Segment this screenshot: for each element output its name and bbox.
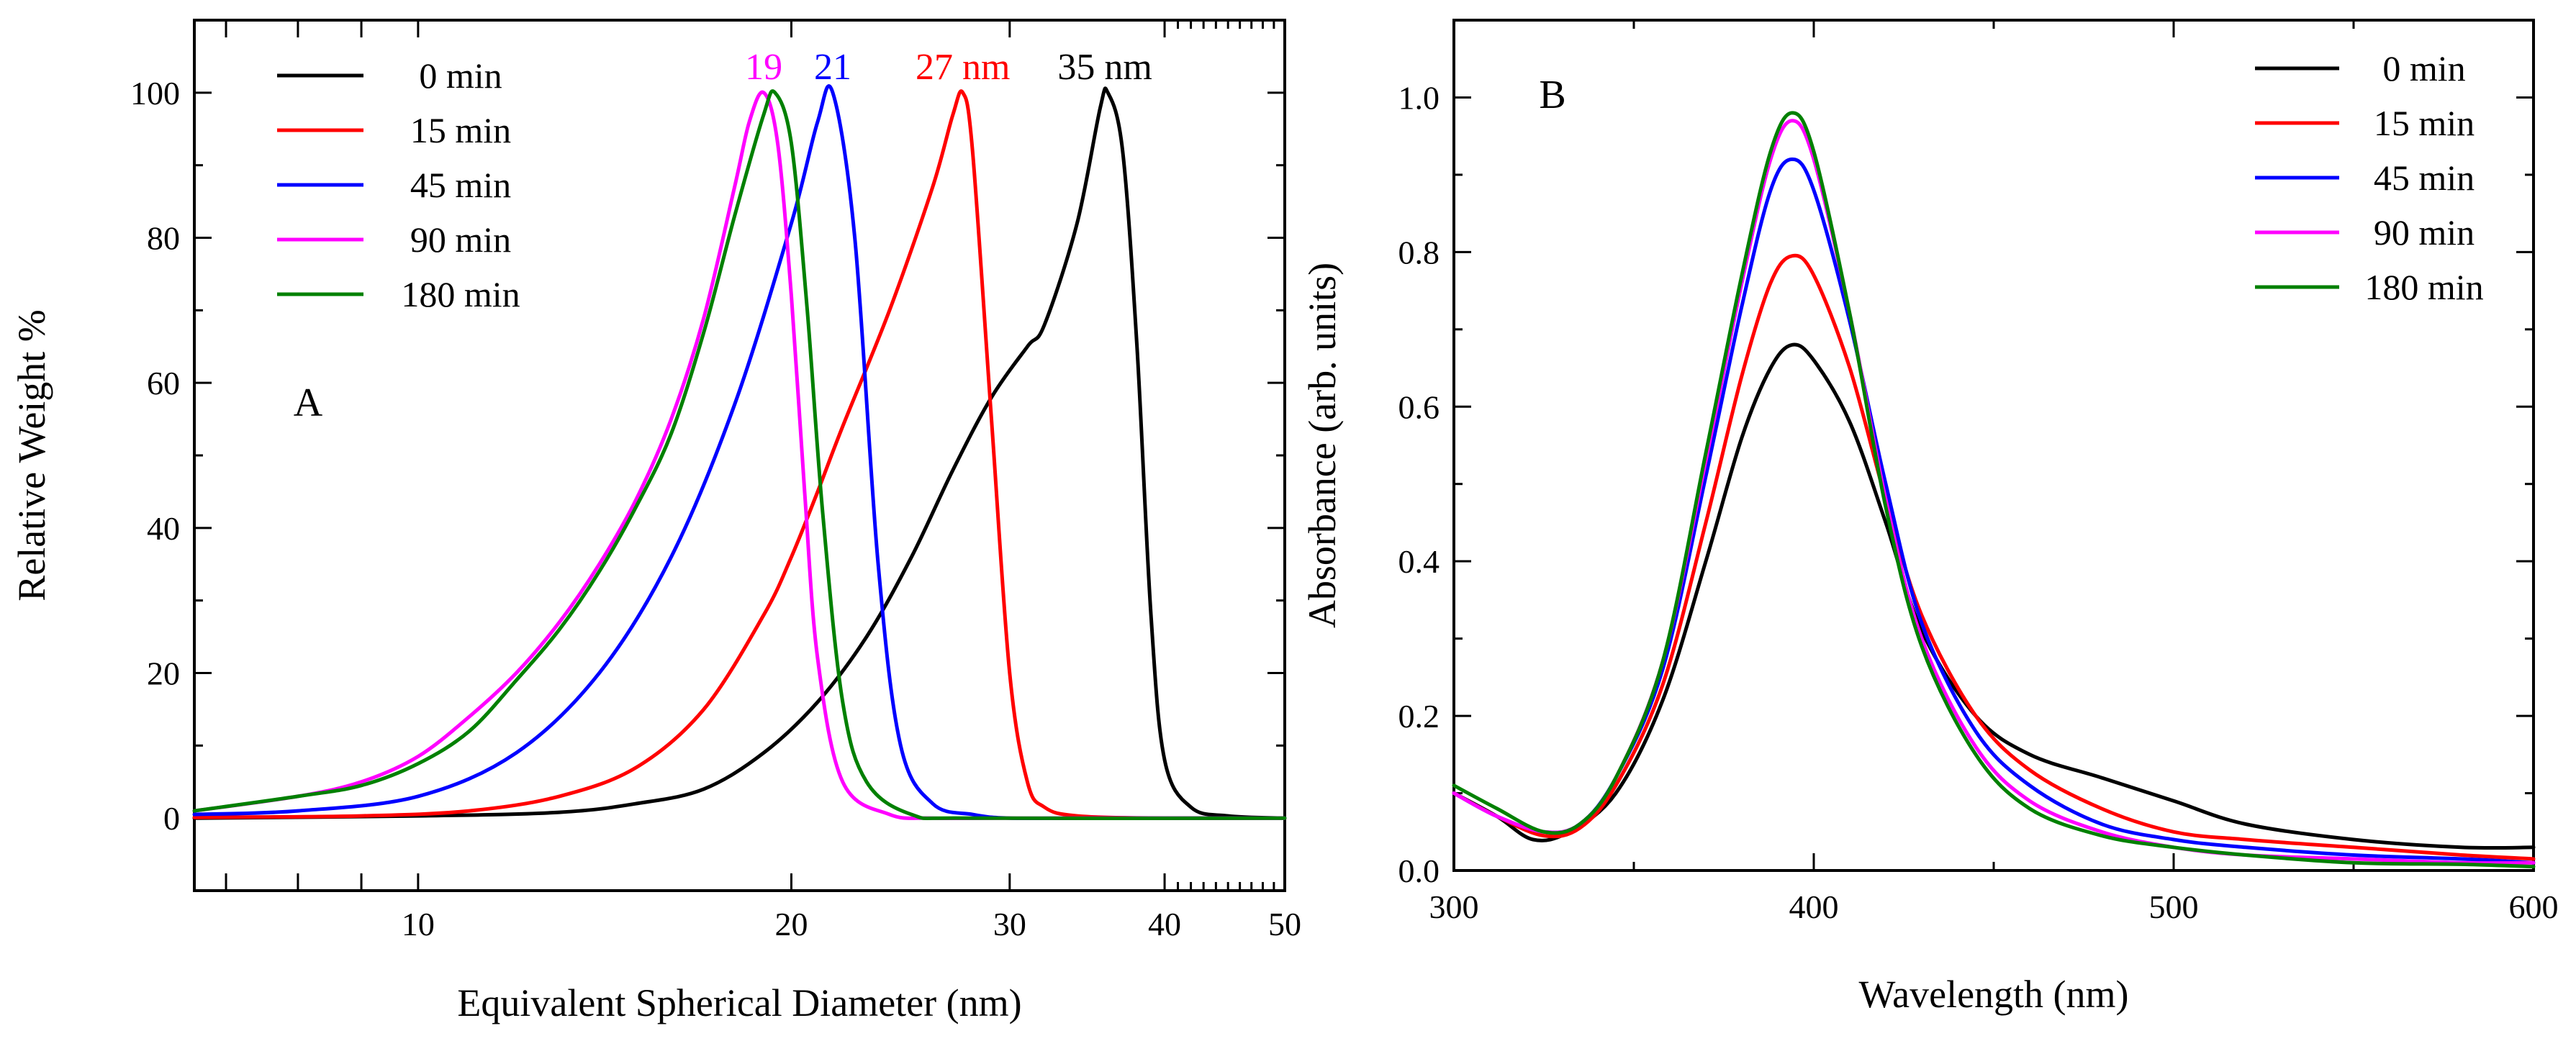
series-line-180-min: [1452, 111, 2536, 869]
legend-label-0-min: 0 min: [419, 55, 502, 96]
series-line-180-min: [192, 89, 1287, 821]
x-tick-label: 600: [2509, 888, 2559, 925]
y-tick-label: 0.4: [1398, 543, 1440, 580]
series-line-45-min: [192, 84, 1287, 821]
legend-label-180-min: 180 min: [401, 274, 520, 314]
legend-label-15-min: 15 min: [2374, 103, 2475, 143]
y-tick-label: 0.2: [1398, 698, 1440, 735]
x-tick-label: 400: [1789, 888, 1839, 925]
panel-b-chart: 300 400 500 600 0.0 0.2 0.4 0.6 0.8 1.0 Wavelength…: [1301, 19, 2559, 1016]
y-tick-label: 80: [147, 220, 180, 257]
series-line-15-min: [192, 89, 1287, 820]
y-tick-label: 0.6: [1398, 388, 1440, 425]
x-axis-title: Wavelength (nm): [1858, 973, 2128, 1016]
series-line-0-min: [1452, 342, 2536, 850]
panel-a-chart: 10 20 30 40 50 0 20 40 60 80 100 Equivalent Spheric…: [10, 19, 1301, 1024]
panel-label-b: B: [1539, 73, 1565, 117]
legend-label-90-min: 90 min: [2374, 212, 2475, 253]
y-tick-label: 0: [163, 800, 180, 837]
series-line-0-min: [192, 86, 1287, 820]
x-tick-label: 20: [774, 906, 808, 942]
y-axis-title: Relative Weight %: [10, 309, 53, 601]
peak-label-0-min: 35 nm: [1057, 47, 1152, 88]
series-line-90-min: [192, 90, 1287, 821]
legend-label-45-min: 45 min: [2374, 158, 2475, 198]
x-tick-label: 300: [1429, 888, 1479, 925]
peak-label-15-min: 27 nm: [916, 47, 1010, 88]
x-tick-label: 500: [2149, 888, 2199, 925]
y-axis-title: Absorbance (arb. units): [1301, 263, 1344, 628]
x-tick-label: 40: [1148, 906, 1181, 942]
series-line-45-min: [1452, 157, 2536, 865]
x-axis-title: Equivalent Spherical Diameter (nm): [457, 981, 1021, 1024]
plot-frame: [1452, 19, 2535, 872]
y-tick-label: 40: [147, 510, 180, 547]
panel-label-a: A: [294, 381, 323, 425]
x-tick-label: 50: [1268, 906, 1301, 942]
series-line-15-min: [1452, 253, 2536, 861]
legend-label-90-min: 90 min: [410, 219, 511, 260]
series-line-90-min: [1452, 119, 2536, 865]
peak-label-45-min: 21: [814, 47, 851, 88]
y-tick-label: 60: [147, 365, 180, 401]
y-tick-label: 0.0: [1398, 853, 1440, 889]
x-tick-label: 10: [402, 906, 435, 942]
peak-label-90-min: 19: [745, 47, 782, 88]
legend-label-45-min: 45 min: [410, 165, 511, 205]
legend-label-15-min: 15 min: [410, 110, 511, 150]
y-tick-label: 20: [147, 655, 180, 692]
y-tick-label: 100: [130, 75, 180, 112]
x-tick-label: 30: [993, 906, 1026, 942]
y-tick-label: 1.0: [1398, 79, 1440, 116]
y-tick-label: 0.8: [1398, 234, 1440, 271]
legend-label-0-min: 0 min: [2382, 48, 2465, 88]
legend-label-180-min: 180 min: [2364, 267, 2483, 307]
